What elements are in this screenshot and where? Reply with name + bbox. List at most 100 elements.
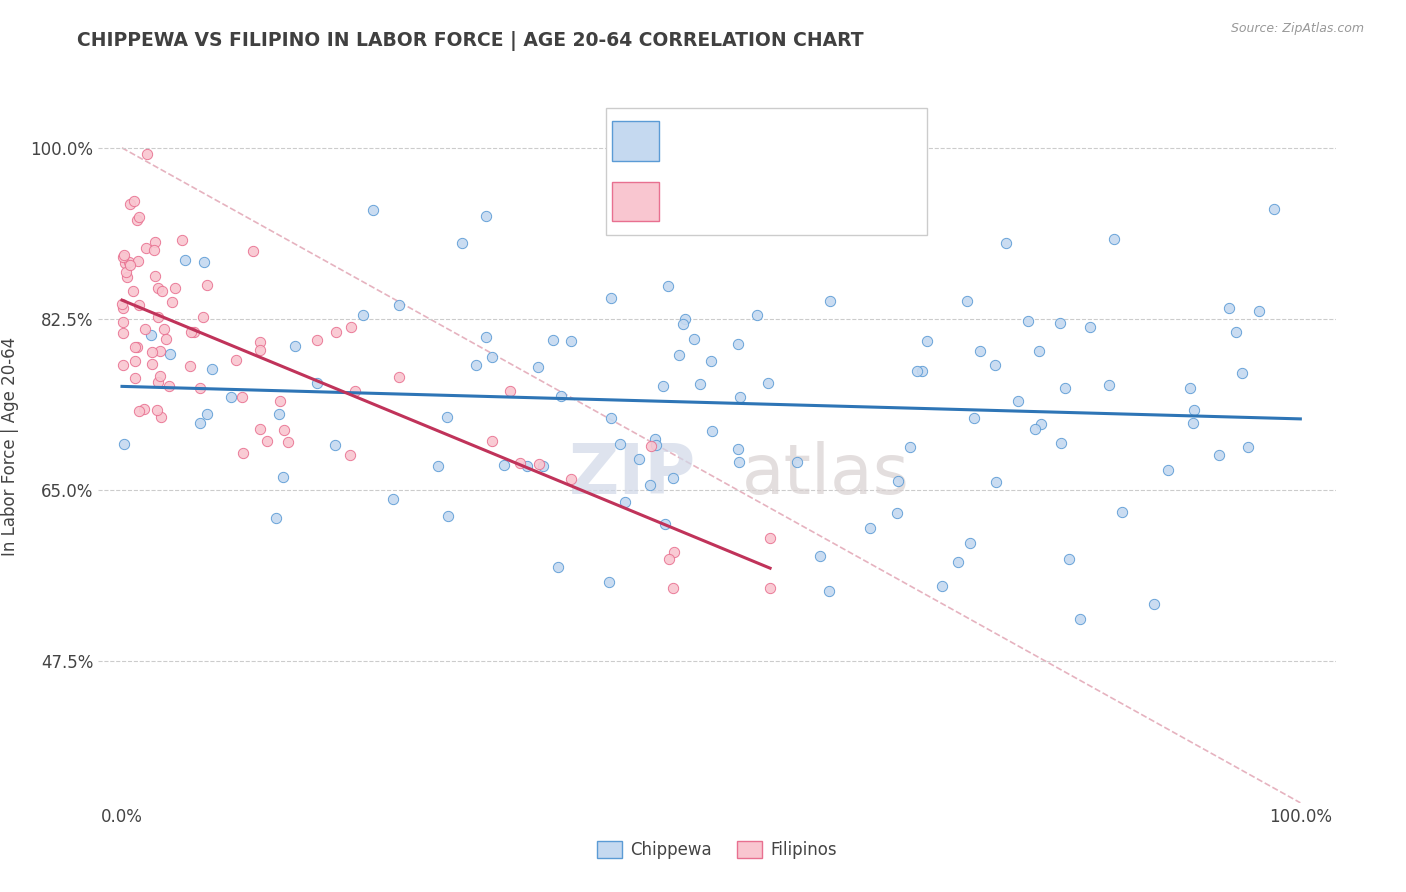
Point: [183, 325, 205, 339]
Point: [599, 291, 621, 305]
Point: [627, 451, 650, 466]
Point: [118, 197, 141, 211]
Point: [481, 434, 503, 449]
Point: [382, 492, 405, 507]
Point: [249, 343, 271, 358]
Point: [959, 535, 981, 549]
Point: [201, 362, 224, 376]
Point: [195, 407, 218, 421]
Point: [134, 322, 156, 336]
Point: [995, 236, 1018, 251]
Point: [986, 475, 1008, 489]
Point: [339, 448, 361, 462]
Point: [911, 364, 934, 378]
Point: [727, 455, 749, 469]
Point: [1263, 202, 1285, 216]
Point: [499, 384, 522, 398]
Point: [284, 339, 307, 353]
Point: [149, 369, 172, 384]
Text: ZIP: ZIP: [568, 441, 696, 508]
Point: [662, 581, 685, 595]
Point: [727, 336, 749, 351]
Point: [271, 470, 294, 484]
Point: [654, 516, 676, 531]
Point: [124, 340, 146, 354]
Point: [640, 439, 662, 453]
Point: [363, 202, 385, 217]
Text: atlas: atlas: [742, 441, 910, 508]
Point: [1225, 325, 1247, 339]
Point: [141, 345, 163, 359]
Point: [1049, 317, 1071, 331]
Point: [112, 315, 135, 329]
Point: [132, 402, 155, 417]
Point: [1028, 344, 1050, 359]
Point: [231, 390, 253, 404]
Point: [475, 210, 498, 224]
Point: [160, 294, 183, 309]
Point: [127, 253, 149, 268]
Point: [818, 293, 841, 308]
Point: [148, 281, 170, 295]
Point: [609, 436, 631, 450]
Point: [662, 545, 685, 559]
Point: [141, 357, 163, 371]
Point: [305, 376, 328, 391]
Point: [652, 378, 675, 392]
Text: R =: R =: [673, 130, 704, 148]
Point: [898, 440, 921, 454]
Point: [143, 235, 166, 249]
Point: [146, 310, 169, 324]
Point: [225, 353, 247, 368]
Point: [887, 474, 910, 488]
Point: [437, 508, 460, 523]
Point: [728, 390, 751, 404]
Point: [858, 521, 880, 535]
Point: [1182, 416, 1205, 430]
Y-axis label: In Labor Force | Age 20-64: In Labor Force | Age 20-64: [1, 336, 20, 556]
Point: [111, 301, 134, 316]
Point: [269, 393, 291, 408]
Point: [111, 250, 134, 264]
Point: [759, 581, 782, 595]
Point: [1054, 381, 1077, 395]
Point: [115, 265, 138, 279]
Point: [808, 549, 831, 563]
FancyBboxPatch shape: [612, 182, 659, 221]
Point: [531, 459, 554, 474]
Point: [436, 410, 458, 425]
Point: [613, 495, 636, 509]
Point: [638, 478, 661, 492]
Point: [143, 243, 166, 257]
Text: N =: N =: [815, 130, 848, 148]
Point: [159, 347, 181, 361]
Point: [509, 456, 531, 470]
Point: [1218, 301, 1240, 315]
Point: [1178, 381, 1201, 395]
Point: [122, 284, 145, 298]
Point: [122, 194, 145, 208]
Point: [266, 511, 288, 525]
Point: [1078, 320, 1101, 334]
Point: [915, 334, 938, 349]
Point: [219, 390, 242, 404]
Point: [1024, 422, 1046, 436]
Point: [112, 248, 135, 262]
Point: [1182, 402, 1205, 417]
Point: [141, 328, 163, 343]
Text: Source: ZipAtlas.com: Source: ZipAtlas.com: [1230, 22, 1364, 36]
Point: [135, 146, 157, 161]
Point: [886, 506, 908, 520]
Point: [128, 404, 150, 418]
Point: [128, 211, 150, 225]
Point: [1069, 612, 1091, 626]
Point: [343, 384, 366, 398]
Point: [644, 432, 666, 446]
Point: [179, 359, 201, 374]
Point: [249, 334, 271, 349]
Point: [1050, 435, 1073, 450]
Point: [450, 236, 472, 251]
Point: [193, 255, 215, 269]
Point: [516, 458, 538, 473]
Point: [984, 358, 1007, 372]
